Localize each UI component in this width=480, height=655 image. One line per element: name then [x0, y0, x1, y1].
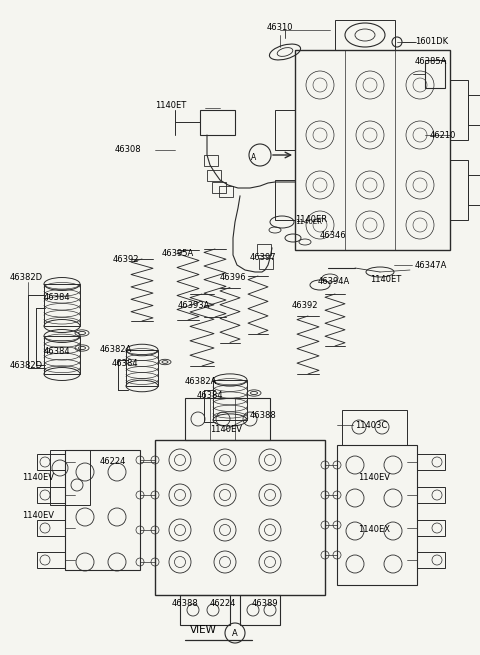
Bar	[337, 445, 417, 585]
Bar	[468, 175, 480, 205]
Bar	[207, 170, 221, 181]
Text: 46384: 46384	[197, 390, 224, 400]
Text: A: A	[232, 629, 238, 637]
Text: 46388: 46388	[250, 411, 277, 419]
Text: 46389: 46389	[252, 599, 278, 607]
Bar	[126, 350, 158, 386]
Bar	[185, 398, 270, 440]
Text: 46384: 46384	[112, 358, 139, 367]
Bar	[335, 20, 395, 50]
Text: 1601DK: 1601DK	[415, 37, 448, 47]
Bar	[155, 440, 325, 595]
Text: 46397: 46397	[250, 253, 276, 263]
Bar	[212, 182, 226, 193]
Bar	[468, 95, 480, 125]
Text: 1140EV: 1140EV	[22, 510, 54, 519]
Bar	[219, 186, 233, 197]
Bar	[50, 450, 90, 505]
Bar	[450, 160, 468, 220]
Text: 46347A: 46347A	[415, 261, 447, 269]
Bar	[417, 487, 445, 503]
Bar	[44, 284, 80, 326]
Bar	[37, 552, 65, 568]
Text: 46388: 46388	[172, 599, 199, 607]
Bar	[37, 487, 65, 503]
Text: 46310: 46310	[267, 24, 293, 33]
Bar	[417, 454, 445, 470]
Text: 46382D: 46382D	[10, 274, 43, 282]
Bar	[180, 595, 230, 625]
Text: 46224: 46224	[210, 599, 236, 607]
Text: 11403C: 11403C	[355, 421, 387, 430]
Text: 46393A: 46393A	[178, 301, 210, 310]
Text: 46382A: 46382A	[185, 377, 217, 386]
Text: 46384: 46384	[44, 293, 71, 301]
Text: 46392: 46392	[113, 255, 140, 265]
Bar	[342, 410, 407, 445]
Bar	[275, 180, 295, 220]
Text: 1140EV: 1140EV	[210, 426, 242, 434]
Bar	[275, 110, 295, 150]
Text: 1140EV: 1140EV	[22, 474, 54, 483]
Text: 1140EV: 1140EV	[358, 474, 390, 483]
Text: 1140EX: 1140EX	[358, 525, 390, 534]
Bar	[37, 520, 65, 536]
Bar	[204, 155, 218, 166]
Text: A: A	[252, 153, 257, 162]
Text: 46395A: 46395A	[162, 248, 194, 257]
Text: 1140ER: 1140ER	[295, 215, 327, 225]
Text: 1140ET: 1140ET	[155, 100, 186, 109]
Bar	[200, 110, 235, 135]
Text: 46382A: 46382A	[100, 345, 132, 354]
Bar	[44, 336, 80, 374]
Bar	[425, 60, 445, 88]
Bar	[295, 50, 450, 250]
Bar	[450, 80, 468, 140]
Text: 46392: 46392	[292, 301, 319, 310]
Bar	[417, 520, 445, 536]
Bar	[259, 258, 273, 269]
Text: 46346: 46346	[320, 231, 347, 240]
Text: 46224: 46224	[100, 457, 126, 466]
Text: 46396: 46396	[220, 274, 247, 282]
Bar	[257, 244, 271, 255]
Bar	[213, 380, 247, 420]
Text: 46382D: 46382D	[10, 360, 43, 369]
Text: 46308: 46308	[115, 145, 142, 155]
Bar	[37, 454, 65, 470]
Bar	[65, 450, 140, 570]
Text: 1140ET: 1140ET	[370, 276, 401, 284]
Text: 1140ER: 1140ER	[295, 219, 322, 225]
Text: 46394A: 46394A	[318, 278, 350, 286]
Text: 46384: 46384	[44, 348, 71, 356]
Text: VIEW: VIEW	[190, 625, 217, 635]
Text: 46210: 46210	[430, 130, 456, 140]
Bar	[417, 552, 445, 568]
Text: 46385A: 46385A	[415, 58, 447, 67]
Bar	[240, 595, 280, 625]
